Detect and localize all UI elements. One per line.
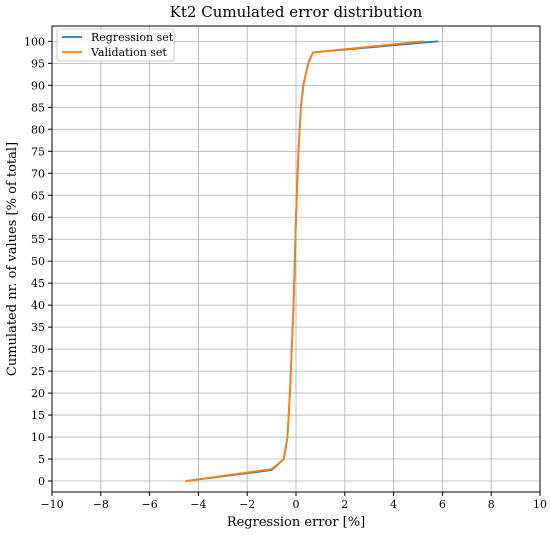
y-tick-label: 80 — [31, 123, 45, 136]
grid — [51, 26, 541, 492]
x-axis: −10 −8 −6 −4 −2 0 2 4 6 8 10 — [40, 492, 547, 511]
y-tick-label: 60 — [31, 211, 45, 224]
x-tick-label: 10 — [533, 498, 547, 511]
legend-box — [56, 28, 175, 62]
y-tick-label: 90 — [31, 79, 45, 92]
x-tick-label: −10 — [40, 498, 63, 511]
y-tick-label: 5 — [38, 453, 45, 466]
legend-label-regression: Regression set — [91, 31, 174, 44]
y-tick-label: 75 — [31, 145, 45, 158]
y-tick-label: 0 — [38, 475, 45, 488]
legend: Regression set Validation set — [56, 28, 175, 62]
y-tick-label: 70 — [31, 167, 45, 180]
y-tick-label: 25 — [31, 365, 45, 378]
y-tick-label: 15 — [31, 409, 45, 422]
chart-title: Kt2 Cumulated error distribution — [170, 3, 423, 21]
x-tick-label: −6 — [141, 498, 157, 511]
y-tick-label: 55 — [31, 233, 45, 246]
x-tick-label: 2 — [341, 498, 348, 511]
y-tick-label: 45 — [31, 277, 45, 290]
y-axis-title: Cumulated nr. of values [% of total] — [5, 142, 20, 376]
x-axis-title: Regression error [%] — [227, 515, 365, 530]
y-tick-label: 10 — [31, 431, 45, 444]
x-tick-label: 0 — [293, 498, 300, 511]
y-tick-label: 65 — [31, 189, 45, 202]
y-tick-label: 95 — [31, 57, 45, 70]
y-tick-label: 20 — [31, 387, 45, 400]
y-tick-label: 40 — [31, 299, 45, 312]
x-tick-label: −4 — [190, 498, 206, 511]
legend-label-validation: Validation set — [90, 46, 167, 59]
y-tick-label: 35 — [31, 321, 45, 334]
y-tick-label: 100 — [24, 35, 45, 48]
y-tick-label: 85 — [31, 101, 45, 114]
x-tick-label: 4 — [390, 498, 397, 511]
x-tick-label: 8 — [488, 498, 495, 511]
y-tick-label: 30 — [31, 343, 45, 356]
x-tick-label: 6 — [439, 498, 446, 511]
series-layer — [185, 40, 439, 482]
y-tick-label: 50 — [31, 255, 45, 268]
x-tick-label: −2 — [239, 498, 255, 511]
series-line-validation — [185, 40, 424, 482]
y-axis: 0 5 10 15 20 25 30 35 40 45 50 55 60 65 70 75 80 85 90 95 10… — [24, 35, 52, 488]
x-tick-label: −8 — [93, 498, 109, 511]
